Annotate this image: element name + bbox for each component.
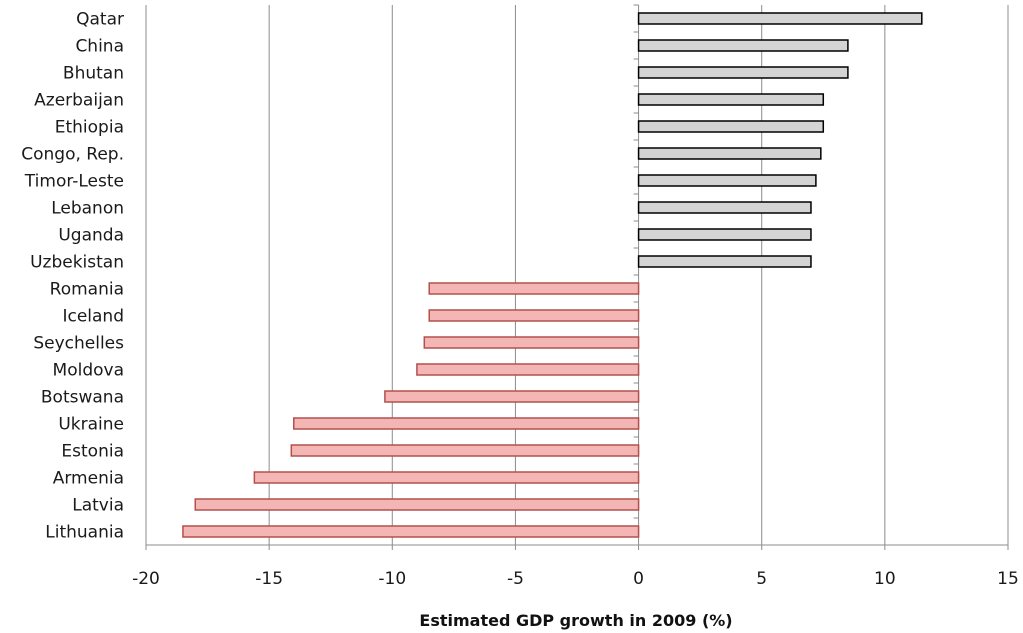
bars xyxy=(182,12,923,538)
bar xyxy=(182,525,640,538)
bar xyxy=(637,255,812,268)
category-label: Moldova xyxy=(53,361,124,381)
x-tick-label: 5 xyxy=(756,569,767,589)
category-label: Ukraine xyxy=(58,415,124,435)
x-tick-label: 15 xyxy=(997,569,1019,589)
bar xyxy=(428,282,640,295)
bar xyxy=(637,201,812,214)
category-label: Azerbaijan xyxy=(34,91,124,111)
category-label: Lebanon xyxy=(51,199,124,219)
bar xyxy=(428,309,640,322)
bar xyxy=(637,93,825,106)
category-label: Estonia xyxy=(61,442,124,462)
category-label: Ethiopia xyxy=(55,118,124,138)
category-label: Qatar xyxy=(76,10,124,30)
bar xyxy=(637,39,849,52)
bar xyxy=(637,174,817,187)
bar xyxy=(637,66,849,79)
x-tick-label: 0 xyxy=(633,569,644,589)
bar xyxy=(637,228,812,241)
bar xyxy=(637,12,923,25)
bar xyxy=(253,471,640,484)
bar xyxy=(290,444,640,457)
x-tick-label: -10 xyxy=(378,569,406,589)
category-label: Armenia xyxy=(53,469,124,489)
x-tick-labels: -20 -15 -10 -5 0 5 10 15 xyxy=(132,569,1019,589)
category-label: Uzbekistan xyxy=(30,253,124,273)
bar xyxy=(637,120,825,133)
x-tick-label: -5 xyxy=(507,569,524,589)
x-tick-label: -20 xyxy=(132,569,160,589)
bar xyxy=(194,498,640,511)
axes xyxy=(145,4,1009,550)
bar xyxy=(637,147,822,160)
category-label: Iceland xyxy=(62,307,124,327)
category-label: China xyxy=(75,37,124,57)
category-label: Romania xyxy=(50,280,124,300)
category-label: Seychelles xyxy=(33,334,124,354)
category-labels: Qatar China Bhutan Azerbaijan Ethiopia Congo,… xyxy=(21,10,124,543)
bar xyxy=(423,336,640,349)
x-tick-label: -15 xyxy=(255,569,283,589)
category-label: Lithuania xyxy=(45,523,124,543)
category-label: Bhutan xyxy=(63,64,124,84)
category-label: Timor-Leste xyxy=(24,172,124,192)
x-tick-label: 10 xyxy=(874,569,896,589)
category-label: Latvia xyxy=(72,496,124,516)
bar xyxy=(293,417,640,430)
x-axis-title: Estimated GDP growth in 2009 (%) xyxy=(419,611,732,630)
bar xyxy=(384,390,640,403)
category-label: Congo, Rep. xyxy=(21,145,124,165)
bar xyxy=(416,363,640,376)
category-label: Botswana xyxy=(41,388,124,408)
category-label: Uganda xyxy=(58,226,124,246)
